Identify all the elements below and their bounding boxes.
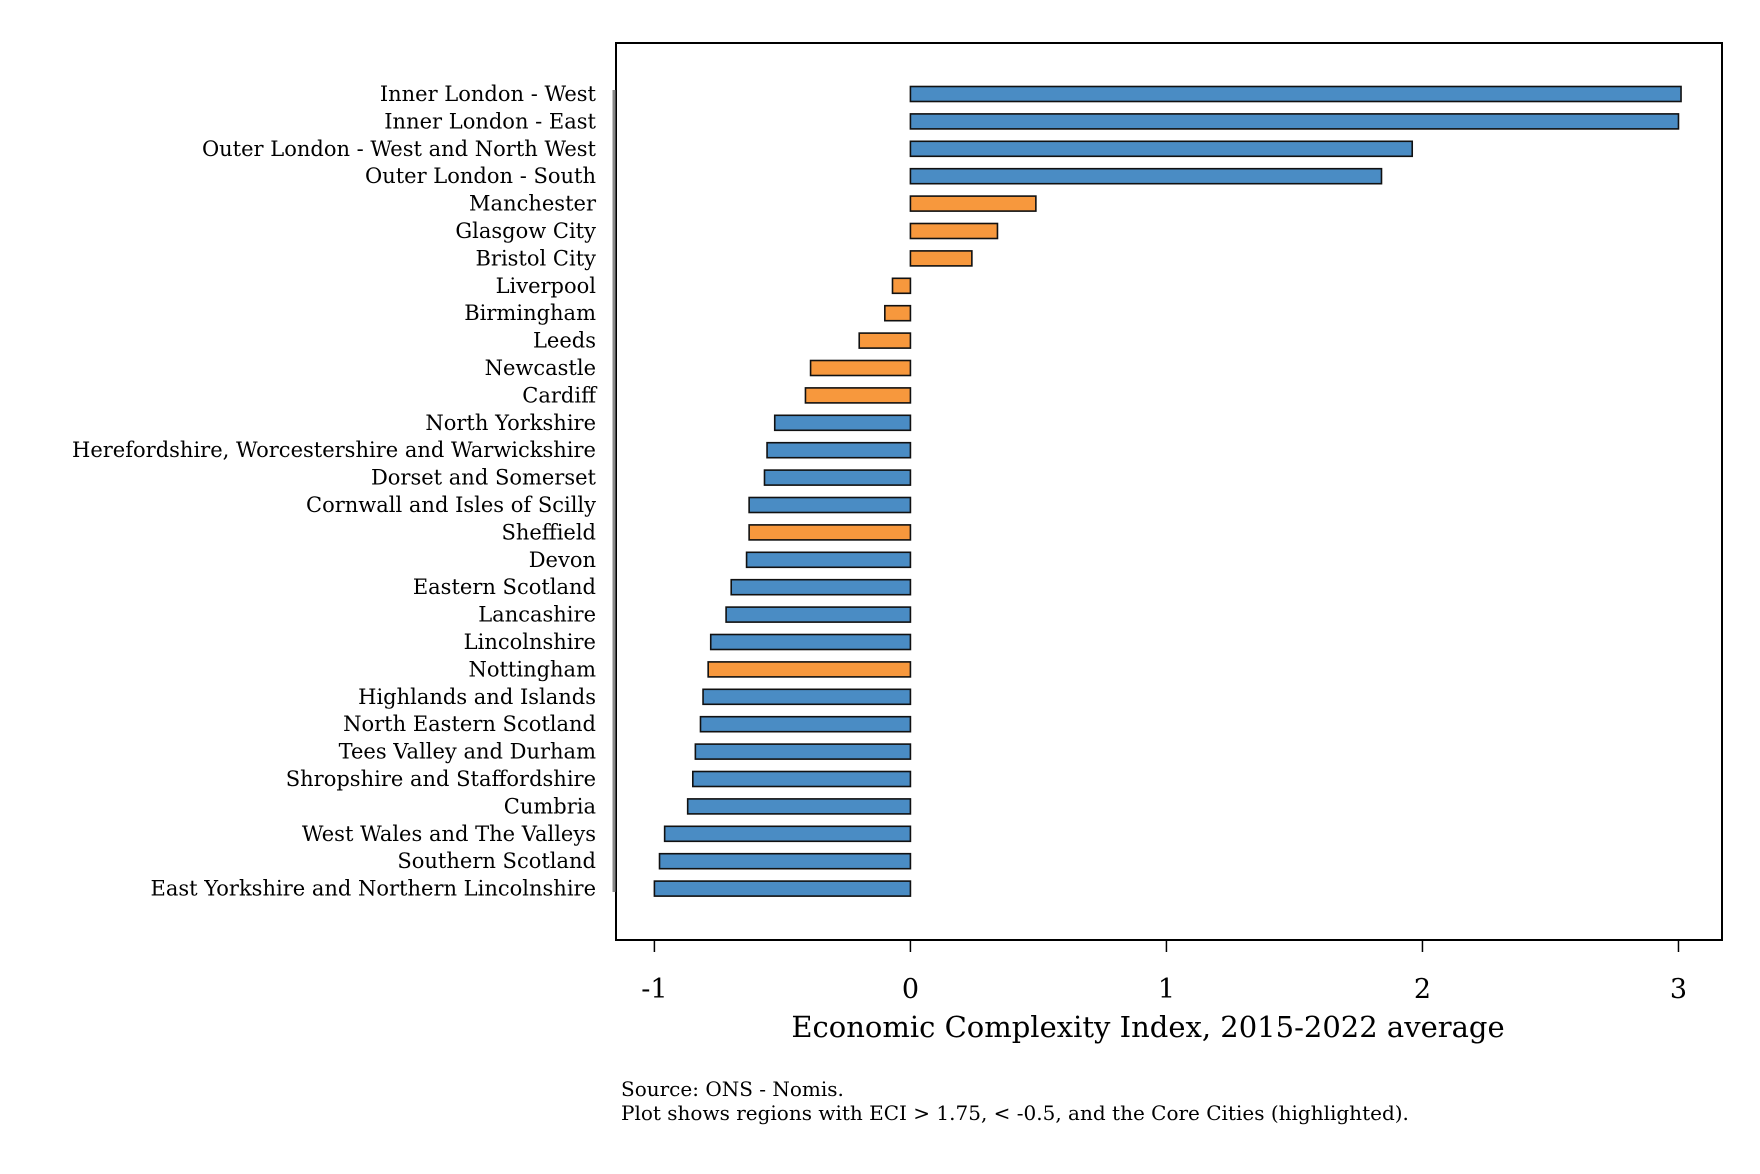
x-tick-label-5: 3 bbox=[1670, 974, 1687, 1005]
category-label-11: Newcastle bbox=[485, 356, 596, 380]
category-label-26: Shropshire and Staffordshire bbox=[286, 767, 596, 791]
category-label-1: Inner London - West bbox=[380, 82, 597, 106]
bar-3 bbox=[909, 140, 1414, 158]
category-label-24: North Eastern Scotland bbox=[343, 712, 596, 736]
x-tick-label-1: -1 bbox=[641, 974, 667, 1005]
category-label-18: Devon bbox=[529, 548, 596, 572]
bar-11 bbox=[809, 359, 912, 377]
category-label-3: Outer London - West and North West bbox=[202, 137, 597, 161]
category-label-29: Southern Scotland bbox=[397, 849, 596, 873]
source-note: Source: ONS - Nomis. bbox=[621, 1077, 844, 1101]
category-label-7: Bristol City bbox=[475, 246, 596, 270]
category-label-25: Tees Valley and Durham bbox=[339, 740, 596, 764]
category-label-8: Liverpool bbox=[496, 274, 597, 298]
bar-19 bbox=[730, 578, 912, 596]
plot-frame bbox=[615, 42, 1723, 941]
bar-21 bbox=[709, 633, 912, 651]
bar-5 bbox=[909, 195, 1037, 212]
bar-14 bbox=[766, 441, 912, 459]
category-label-17: Sheffield bbox=[501, 520, 596, 544]
bar-4 bbox=[909, 167, 1383, 185]
plot-note: Plot shows regions with ECI > 1.75, < -0… bbox=[621, 1101, 1409, 1125]
bar-10 bbox=[858, 332, 912, 349]
bar-13 bbox=[773, 414, 912, 432]
bar-15 bbox=[763, 469, 912, 486]
bar-29 bbox=[658, 852, 912, 870]
category-label-30: East Yorkshire and Northern Lincolnshire bbox=[150, 877, 596, 901]
category-label-10: Leeds bbox=[533, 329, 596, 353]
category-label-22: Nottingham bbox=[468, 657, 596, 681]
bar-16 bbox=[748, 496, 912, 514]
category-label-20: Lancashire bbox=[478, 603, 596, 627]
category-label-5: Manchester bbox=[469, 192, 597, 216]
x-axis-title: Economic Complexity Index, 2015-2022 ave… bbox=[791, 1010, 1504, 1044]
bar-30 bbox=[653, 880, 912, 897]
bar-24 bbox=[699, 715, 912, 733]
bar-9 bbox=[884, 304, 912, 322]
category-label-15: Dorset and Somerset bbox=[371, 466, 597, 490]
bar-17 bbox=[748, 524, 912, 541]
category-label-12: Cardiff bbox=[522, 383, 598, 407]
x-tick-label-4: 2 bbox=[1414, 974, 1431, 1005]
category-label-9: Birmingham bbox=[464, 301, 596, 325]
bar-18 bbox=[745, 551, 912, 569]
bar-27 bbox=[686, 798, 912, 815]
bar-8 bbox=[891, 277, 912, 295]
category-label-21: Lincolnshire bbox=[464, 630, 596, 654]
bar-7 bbox=[909, 250, 973, 267]
category-label-28: West Wales and The Valleys bbox=[302, 822, 596, 846]
bar-1 bbox=[909, 85, 1682, 103]
bar-26 bbox=[692, 770, 912, 788]
bar-25 bbox=[694, 743, 912, 760]
category-label-13: North Yorkshire bbox=[425, 411, 596, 435]
bar-28 bbox=[663, 825, 912, 843]
category-label-16: Cornwall and Isles of Scilly bbox=[306, 493, 596, 517]
category-label-27: Cumbria bbox=[504, 794, 596, 818]
bar-2 bbox=[909, 113, 1680, 130]
x-axis-ticks: -1 0 1 2 3 bbox=[641, 940, 1687, 1005]
bar-22 bbox=[707, 661, 912, 678]
category-label-23: Highlands and Islands bbox=[358, 685, 596, 709]
category-labels: Inner London - West Inner London - East Ou… bbox=[72, 82, 598, 901]
category-label-19: Eastern Scotland bbox=[413, 575, 596, 599]
bars bbox=[653, 85, 1682, 897]
category-label-4: Outer London - South bbox=[365, 164, 596, 188]
category-label-14: Herefordshire, Worcestershire and Warwic… bbox=[72, 438, 596, 462]
x-tick-label-2: 0 bbox=[902, 974, 919, 1005]
x-tick-label-3: 1 bbox=[1158, 974, 1175, 1005]
category-label-2: Inner London - East bbox=[384, 109, 596, 133]
bar-20 bbox=[725, 606, 912, 623]
bar-12 bbox=[804, 387, 912, 404]
bar-6 bbox=[909, 222, 999, 240]
bar-23 bbox=[702, 688, 912, 706]
category-label-6: Glasgow City bbox=[455, 219, 596, 243]
